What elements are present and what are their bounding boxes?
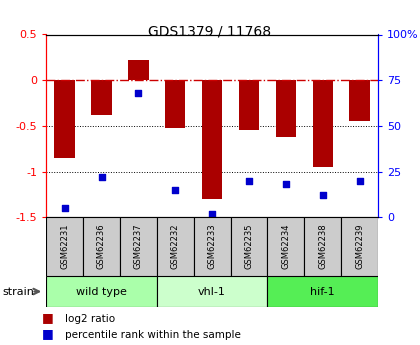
Point bbox=[319, 193, 326, 198]
Text: GSM62235: GSM62235 bbox=[244, 224, 253, 269]
Bar bbox=[46, 276, 157, 307]
Point bbox=[172, 187, 178, 193]
Text: GSM62234: GSM62234 bbox=[281, 224, 290, 269]
Point bbox=[98, 174, 105, 180]
Text: GSM62236: GSM62236 bbox=[97, 224, 106, 269]
Bar bbox=[55, 80, 75, 158]
Bar bbox=[202, 80, 222, 199]
Bar bbox=[304, 217, 341, 276]
Bar bbox=[92, 80, 112, 115]
Point bbox=[135, 90, 142, 96]
Text: GSM62232: GSM62232 bbox=[171, 224, 180, 269]
Text: GSM62239: GSM62239 bbox=[355, 224, 364, 269]
Text: GSM62237: GSM62237 bbox=[134, 224, 143, 269]
Point bbox=[246, 178, 252, 184]
Bar bbox=[128, 60, 149, 80]
Bar bbox=[194, 217, 231, 276]
Bar bbox=[312, 80, 333, 167]
Bar bbox=[157, 217, 194, 276]
Text: hif-1: hif-1 bbox=[310, 287, 335, 296]
Bar bbox=[341, 217, 378, 276]
Bar bbox=[276, 80, 296, 137]
Text: vhl-1: vhl-1 bbox=[198, 287, 226, 296]
Bar bbox=[165, 80, 185, 128]
Bar bbox=[83, 217, 120, 276]
Text: percentile rank within the sample: percentile rank within the sample bbox=[65, 330, 241, 340]
Text: GSM62231: GSM62231 bbox=[60, 224, 69, 269]
Bar bbox=[120, 217, 157, 276]
Bar bbox=[349, 80, 370, 121]
Text: wild type: wild type bbox=[76, 287, 127, 296]
Text: strain: strain bbox=[2, 287, 34, 296]
Text: GSM62238: GSM62238 bbox=[318, 224, 327, 269]
Bar bbox=[46, 217, 83, 276]
Bar bbox=[157, 276, 268, 307]
Point bbox=[356, 178, 363, 184]
Bar bbox=[268, 217, 304, 276]
Point bbox=[209, 211, 215, 216]
Text: log2 ratio: log2 ratio bbox=[65, 314, 115, 324]
Text: ■: ■ bbox=[42, 327, 54, 340]
Point bbox=[283, 182, 289, 187]
Text: GDS1379 / 11768: GDS1379 / 11768 bbox=[148, 24, 272, 38]
Bar bbox=[239, 80, 259, 130]
Bar bbox=[268, 276, 378, 307]
Text: ■: ■ bbox=[42, 311, 54, 324]
Bar bbox=[231, 217, 268, 276]
Point bbox=[61, 205, 68, 211]
Text: GSM62233: GSM62233 bbox=[207, 224, 217, 269]
